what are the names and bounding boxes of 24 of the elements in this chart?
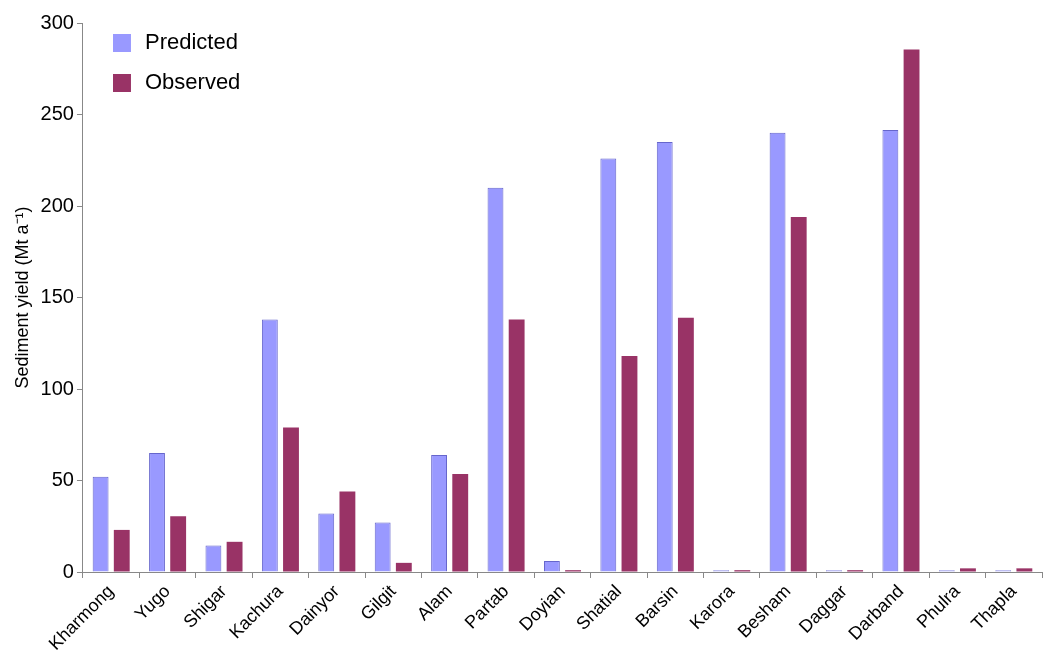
- bar: [1016, 568, 1033, 572]
- y-tick-label: 300: [40, 10, 74, 33]
- bar: [790, 216, 807, 572]
- bar: [903, 49, 920, 572]
- legend-label: Predicted: [144, 29, 238, 55]
- bar: [226, 541, 243, 572]
- bar: [395, 562, 412, 572]
- y-axis-title: Sediment yield (Mt a⁻¹): [11, 206, 32, 389]
- y-tick-label: 150: [40, 285, 74, 308]
- bar: [339, 491, 356, 572]
- y-tick-label: 50: [51, 468, 74, 491]
- bar: [677, 317, 694, 572]
- bar: [113, 529, 130, 572]
- bar: [621, 356, 638, 572]
- bar: [960, 568, 976, 572]
- bar: [452, 474, 469, 572]
- legend-label: Observed: [144, 69, 241, 95]
- y-tick-label: 200: [40, 193, 74, 216]
- bar: [508, 319, 525, 572]
- bar: [170, 516, 187, 572]
- y-tick-label: 0: [62, 559, 74, 582]
- y-tick-label: 250: [40, 102, 74, 125]
- bar: [283, 427, 299, 572]
- y-tick-label: 100: [40, 376, 74, 399]
